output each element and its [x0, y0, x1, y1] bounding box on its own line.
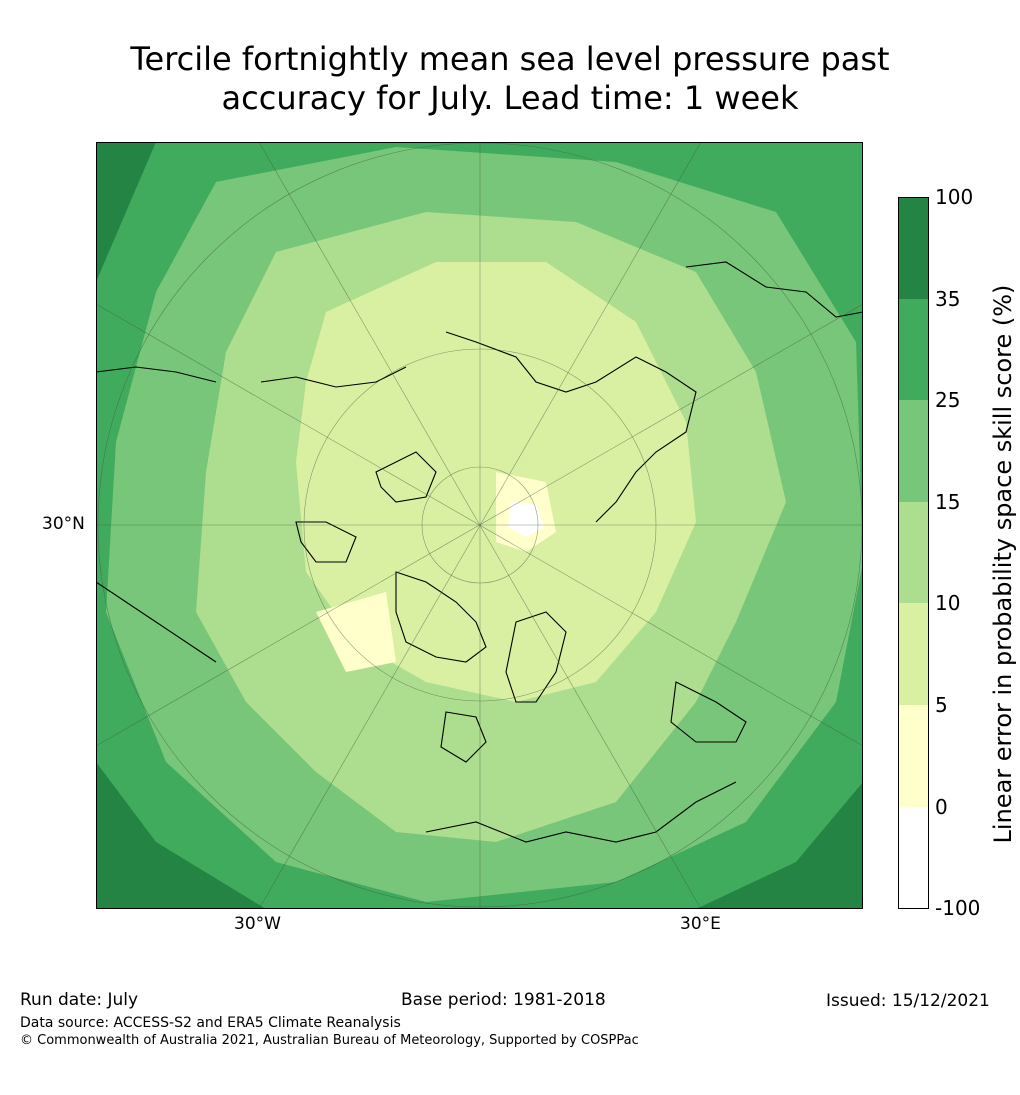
colorbar-tick-15: 15: [935, 490, 961, 514]
lat-label-30n: 30°N: [42, 514, 85, 534]
colorbar-tick-neg100: -100: [935, 896, 981, 920]
colorbar-band-10-15: [898, 502, 929, 603]
coastlines: [96, 261, 863, 843]
colorbar-tick-35: 35: [935, 287, 961, 311]
colorbar-band-35-100: [898, 197, 929, 299]
skill-region-below-0: [508, 502, 544, 537]
run-date: Run date: July: [20, 990, 139, 1010]
data-source: Data source: ACCESS-S2 and ERA5 Climate …: [20, 1015, 401, 1031]
colorbar-tick-0: 0: [935, 795, 948, 819]
base-period: Base period: 1981-2018: [401, 990, 606, 1010]
colorbar-band-5-10: [898, 603, 929, 705]
colorbar-tick-5: 5: [935, 693, 948, 717]
colorbar-band-neg100-0: [898, 807, 929, 909]
lon-label-30e: 30°E: [680, 914, 721, 934]
skill-region-0-5: [316, 472, 556, 672]
polar-skill-map: [96, 142, 863, 909]
colorbar-label: Linear error in probability space skill …: [989, 284, 1017, 844]
colorbar-band-0-5: [898, 705, 929, 807]
colorbar: [898, 197, 929, 909]
chart-title: Tercile fortnightly mean sea level press…: [0, 40, 1020, 118]
colorbar-tick-25: 25: [935, 388, 961, 412]
copyright: © Commonwealth of Australia 2021, Austra…: [20, 1033, 639, 1048]
title-line-2: accuracy for July. Lead time: 1 week: [221, 79, 799, 117]
lon-label-30w: 30°W: [234, 914, 281, 934]
colorbar-tick-100: 100: [935, 185, 974, 209]
colorbar-tick-10: 10: [935, 591, 961, 615]
issued-date: Issued: 15/12/2021: [826, 991, 990, 1011]
colorbar-band-15-25: [898, 400, 929, 502]
colorbar-band-25-35: [898, 299, 929, 400]
title-line-1: Tercile fortnightly mean sea level press…: [130, 40, 890, 78]
graticule: [96, 142, 863, 909]
